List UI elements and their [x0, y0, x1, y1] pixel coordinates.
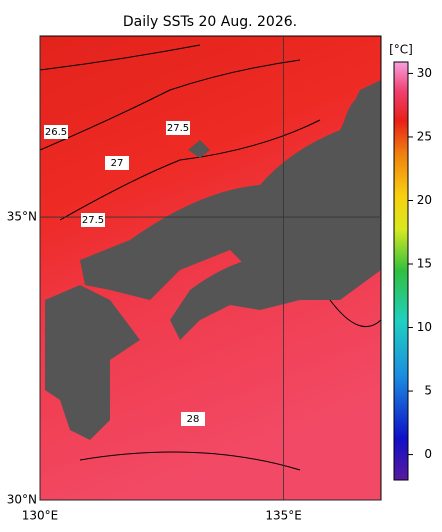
contour-label: 27	[111, 158, 124, 169]
land-island	[188, 140, 210, 158]
contour-label: 27.5	[82, 215, 104, 226]
contour-label-box	[181, 412, 205, 426]
lat-label: 30°N	[7, 493, 37, 507]
contour-label-box	[105, 156, 129, 170]
colorbar	[393, 61, 409, 481]
colorbar-tick-label: 0	[424, 447, 432, 461]
colorbar-unit: [°C]	[389, 43, 413, 57]
contour-lines	[40, 44, 381, 471]
map	[40, 36, 381, 500]
colorbar-tick-label: 25	[417, 129, 432, 143]
contour-label: 26.5	[45, 127, 67, 138]
contour-label-box	[81, 213, 105, 227]
contour-label-box	[44, 125, 68, 139]
colorbar-tick-label: 20	[417, 193, 432, 207]
colorbar-tick-label: 5	[424, 384, 432, 398]
title: Daily SSTs 20 Aug. 2026.	[123, 14, 297, 30]
contour-label: 27.5	[167, 123, 189, 134]
colorbar-tick-label: 30	[417, 66, 432, 80]
colorbar-tick-label: 15	[417, 257, 432, 271]
lat-label: 35°N	[7, 210, 37, 224]
lon-label: 135°E	[265, 509, 302, 523]
lon-label: 130°E	[22, 509, 59, 523]
contour-label: 28	[187, 414, 200, 425]
land-shikoku	[170, 255, 300, 340]
land-noto	[340, 100, 365, 150]
land-honshu	[80, 80, 381, 300]
land-kyushu	[45, 285, 140, 440]
colorbar-tick-label: 10	[417, 320, 432, 334]
contour-label-box	[166, 121, 190, 135]
